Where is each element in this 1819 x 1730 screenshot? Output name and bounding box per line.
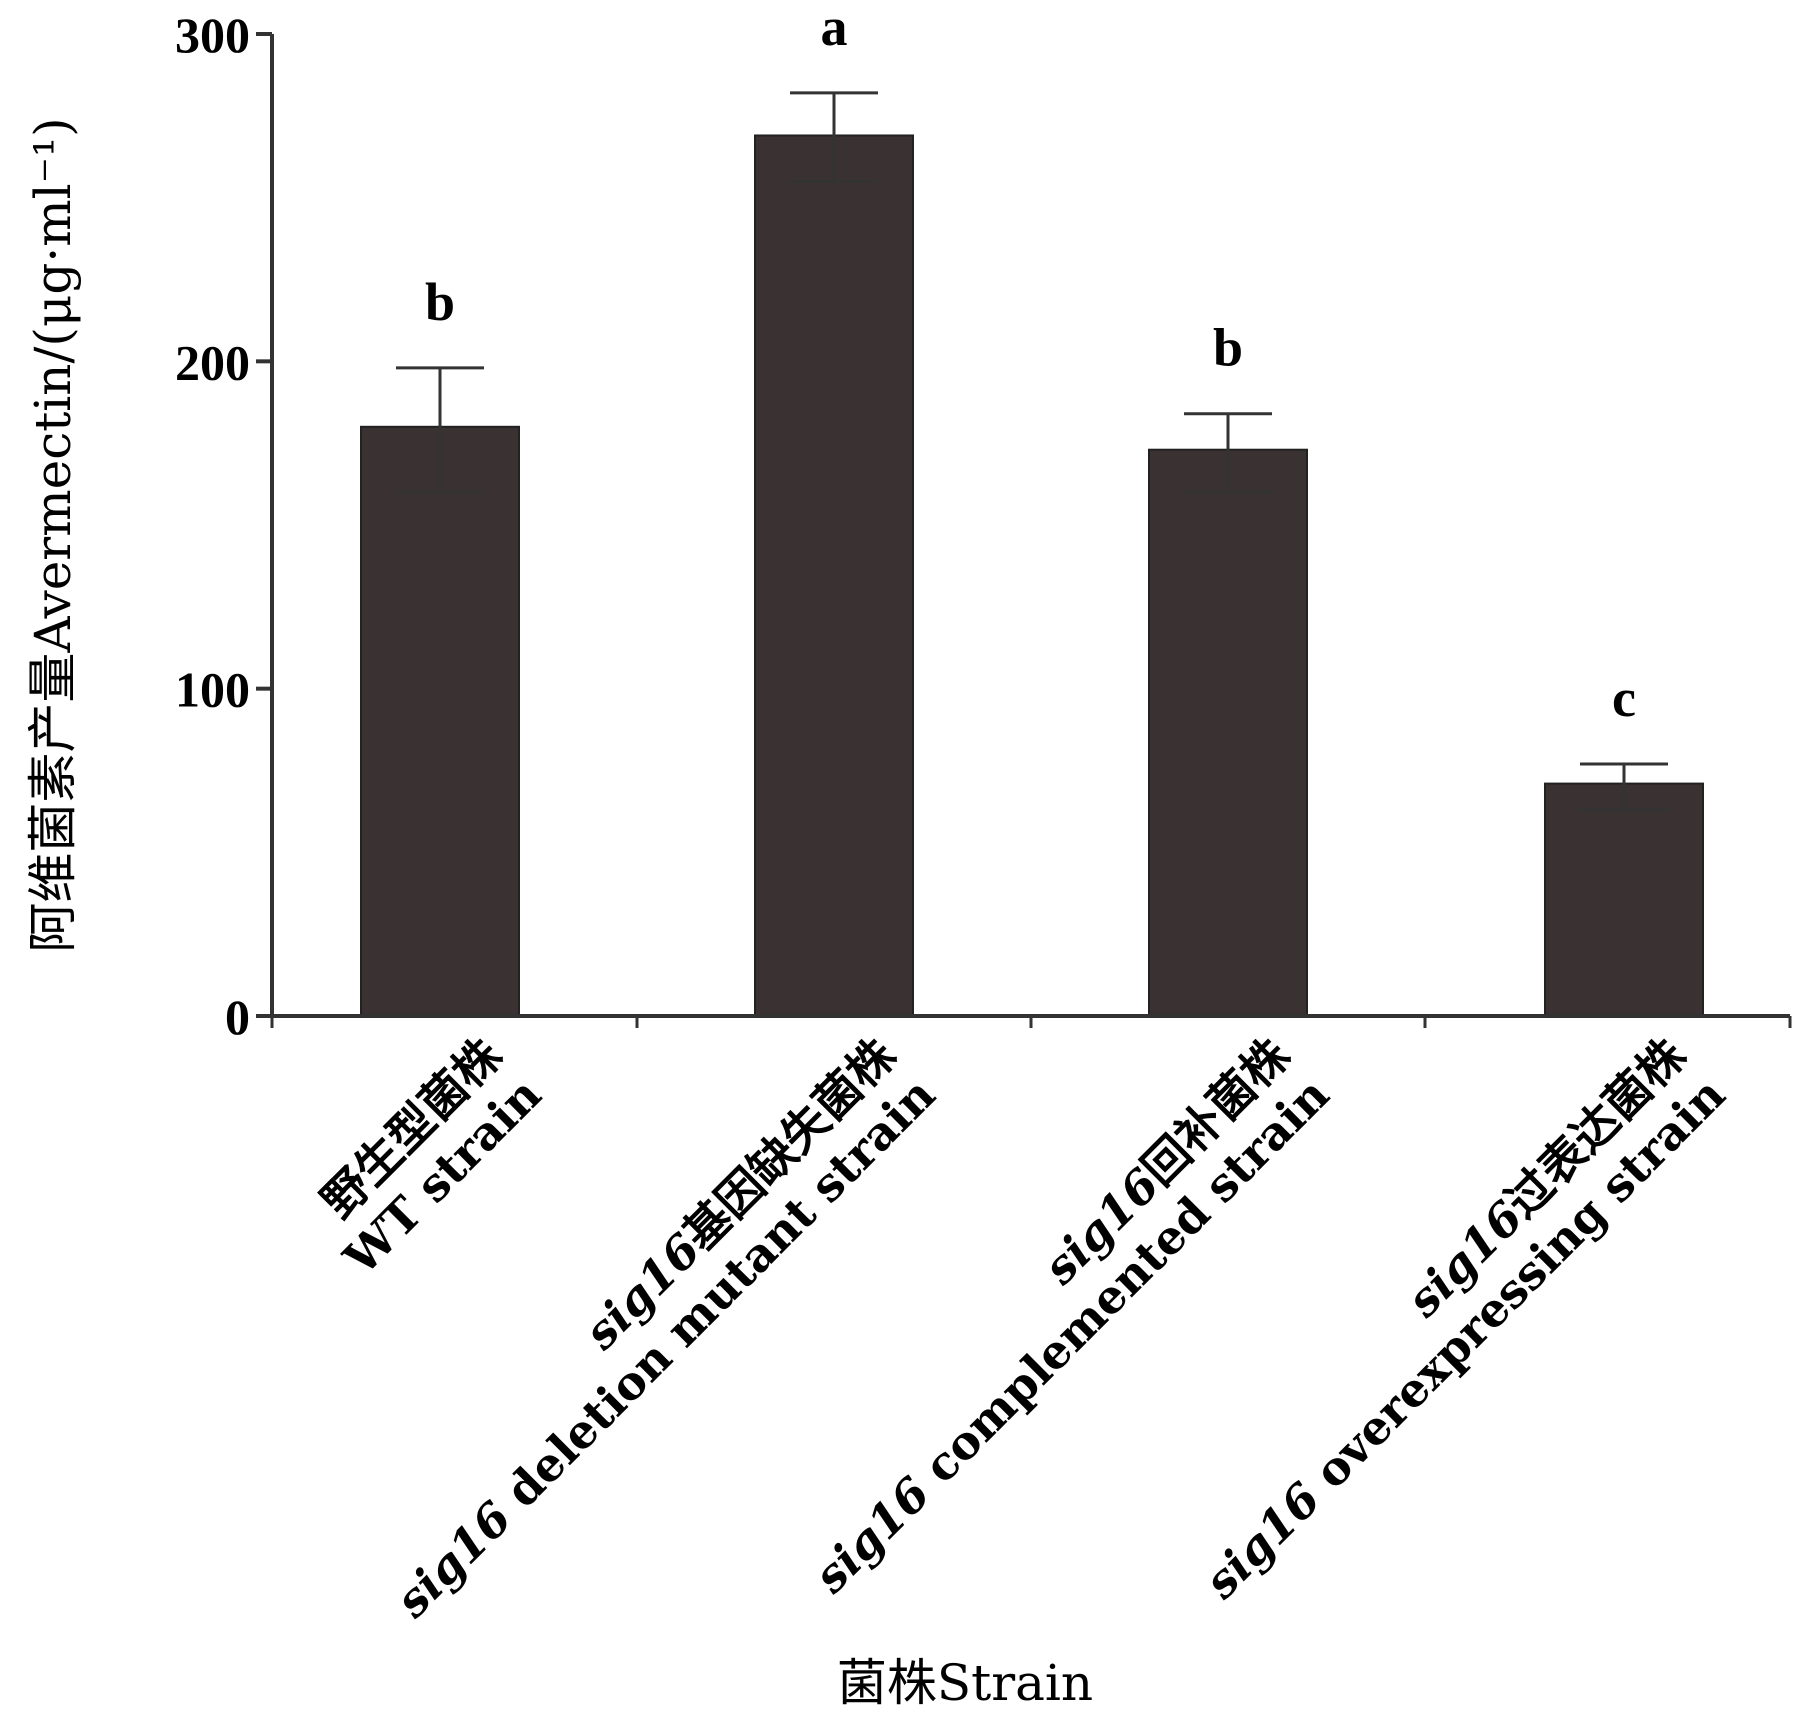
category-text: deletion mutant strain — [484, 1067, 946, 1529]
gene-name: sig16 — [1193, 1472, 1331, 1610]
x-axis-title: 菌株Strain — [837, 1654, 1093, 1712]
bar — [754, 134, 914, 1017]
y-ticks-layer: 0 100 200 300 — [175, 7, 1792, 1045]
y-tick-label: 100 — [175, 662, 250, 718]
significance-label: a — [821, 0, 848, 57]
bars-layer — [360, 134, 1704, 1018]
significance-label: b — [425, 272, 455, 332]
bar — [1544, 782, 1704, 1017]
significance-label: c — [1612, 668, 1636, 728]
error-bars-layer — [396, 91, 1668, 812]
y-tick-label: 200 — [175, 334, 250, 390]
significance-layer: b a b c — [425, 0, 1636, 728]
significance-label: b — [1213, 318, 1243, 378]
y-tick-label: 300 — [175, 7, 250, 63]
gene-name: sig16 — [384, 1491, 522, 1629]
bar — [1148, 448, 1308, 1018]
gene-name: sig16 — [803, 1466, 941, 1604]
y-axis-title: 阿维菌素产量Avermectin/(μg·ml⁻¹) — [24, 117, 82, 952]
category-text: overexpressing strain — [1293, 1067, 1736, 1510]
category-text: complemented strain — [902, 1067, 1339, 1504]
bar — [360, 425, 520, 1017]
y-tick-label: 0 — [225, 989, 250, 1045]
